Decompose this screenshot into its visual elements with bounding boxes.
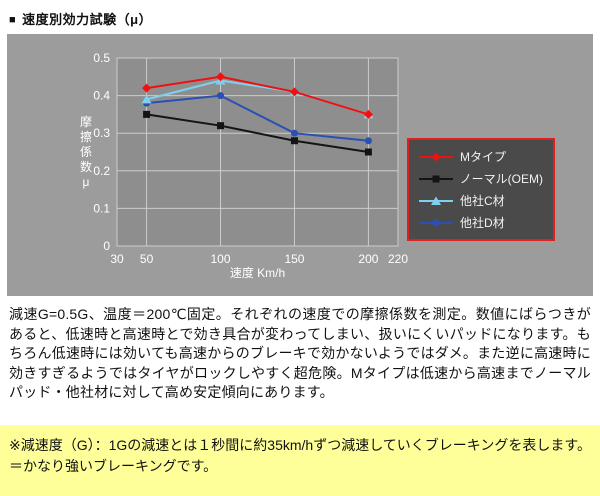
svg-text:数: 数 [80,159,92,174]
legend-label: 他社C材 [460,194,505,208]
svg-text:0: 0 [103,239,110,253]
svg-text:30: 30 [110,252,124,266]
svg-text:μ: μ [83,175,90,189]
section-header: ■ 速度別効力試験（μ） [0,0,600,34]
svg-text:220: 220 [388,252,408,266]
svg-text:200: 200 [358,252,378,266]
svg-text:速度 Km/h: 速度 Km/h [230,265,285,280]
legend-item: 他社C材 [419,193,543,208]
section-title: 速度別効力試験（μ） [22,12,153,27]
svg-text:50: 50 [140,252,154,266]
legend-item: 他社D材 [419,215,543,230]
svg-text:0.2: 0.2 [93,164,110,178]
chart-legend: Mタイプノーマル(OEM) 他社C材他社D材 [407,138,555,241]
chart-area: 30 50 100 150 200 220 0 0.1 0.2 0.3 0.4 0.5 速度 Km/h 摩… [7,34,593,296]
legend-label: Mタイプ [460,150,506,164]
svg-text:0.3: 0.3 [93,126,110,140]
svg-text:0.1: 0.1 [93,201,110,215]
description-text: 減速G=0.5G、温度＝200℃固定。それぞれの速度での摩擦係数を測定。数値にば… [9,306,591,400]
legend-marker-icon [419,219,453,226]
svg-text:100: 100 [211,252,231,266]
legend-item: Mタイプ [419,149,543,164]
svg-text:擦: 擦 [80,130,92,144]
square-bullet-icon: ■ [9,14,17,26]
legend-marker-icon [419,196,453,205]
svg-text:0.4: 0.4 [93,89,110,103]
legend-marker-icon [419,175,453,182]
friction-line-chart: 30 50 100 150 200 220 0 0.1 0.2 0.3 0.4 0.5 速度 Km/h 摩… [80,51,408,280]
legend-label: 他社D材 [460,216,505,230]
legend-item: ノーマル(OEM) [419,171,543,186]
svg-text:150: 150 [284,252,304,266]
legend-marker-icon [419,152,453,161]
svg-text:係: 係 [80,145,92,159]
legend-label: ノーマル(OEM) [459,172,543,186]
svg-text:0.5: 0.5 [93,51,110,65]
svg-text:摩: 摩 [80,114,92,129]
note-text: ※減速度（G）：1Gの減速とは１秒間に約35km/hずつ減速していくブレーキング… [9,437,591,474]
note-box: ※減速度（G）：1Gの減速とは１秒間に約35km/hずつ減速していくブレーキング… [0,425,600,496]
